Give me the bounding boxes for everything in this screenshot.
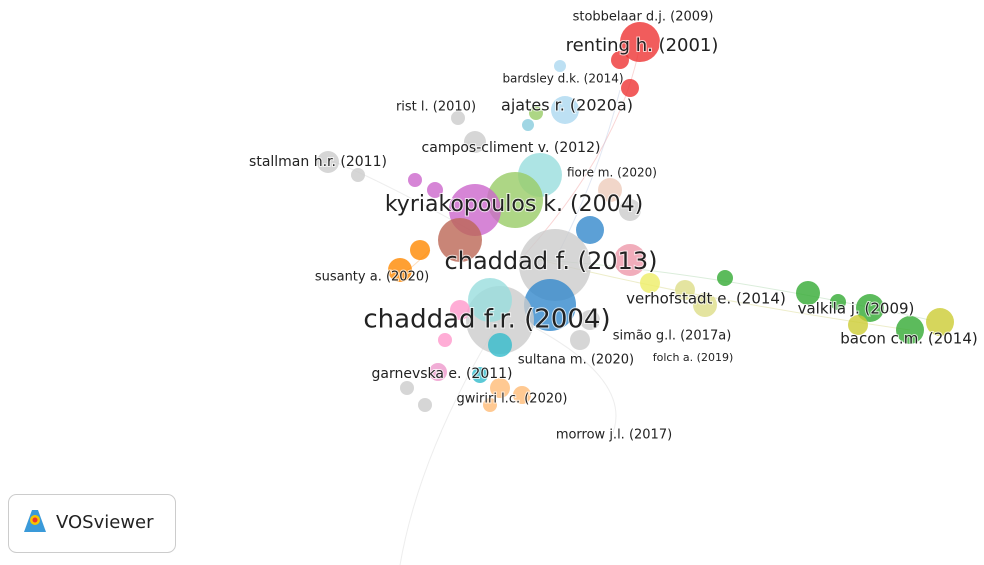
- node-label: ajates r. (2020a): [501, 96, 633, 115]
- node-label: morrow j.l. (2017): [556, 428, 672, 443]
- node-label: gwiriri l.c. (2020): [457, 392, 568, 407]
- node-label: rist l. (2010): [396, 100, 476, 115]
- node-label: susanty a. (2020): [315, 270, 429, 285]
- node-label: renting h. (2001): [566, 35, 719, 56]
- node-label: valkila j. (2009): [798, 300, 915, 318]
- node-label: fiore m. (2020): [567, 166, 657, 180]
- node-label: campos-climent v. (2012): [422, 140, 601, 156]
- node-label: simão g.l. (2017a): [613, 329, 732, 344]
- node-label: folch a. (2019): [653, 351, 734, 364]
- node-label: chaddad f.r. (2004): [363, 305, 610, 335]
- node-label: stallman h.r. (2011): [249, 154, 387, 170]
- node-labels: stobbelaar d.j. (2009) renting h. (2001) b…: [248, 9, 979, 444]
- node-label: garnevska e. (2011): [372, 366, 513, 382]
- node-label: verhofstadt e. (2014): [626, 290, 786, 308]
- vosviewer-badge[interactable]: VOSviewer: [8, 494, 176, 553]
- node-label: chaddad f. (2013): [445, 247, 658, 275]
- node-circles: [317, 22, 954, 412]
- logo-icon: [24, 510, 46, 532]
- node-label: bacon c.m. (2014): [840, 330, 977, 348]
- node-label: stobbelaar d.j. (2009): [573, 10, 714, 25]
- node-label: bardsley d.k. (2014): [502, 72, 623, 86]
- node-label: kyriakopoulos k. (2004): [385, 192, 643, 217]
- badge-label: VOSviewer: [56, 512, 154, 533]
- badge-frame[interactable]: [8, 494, 176, 553]
- node-label: sultana m. (2020): [518, 353, 634, 368]
